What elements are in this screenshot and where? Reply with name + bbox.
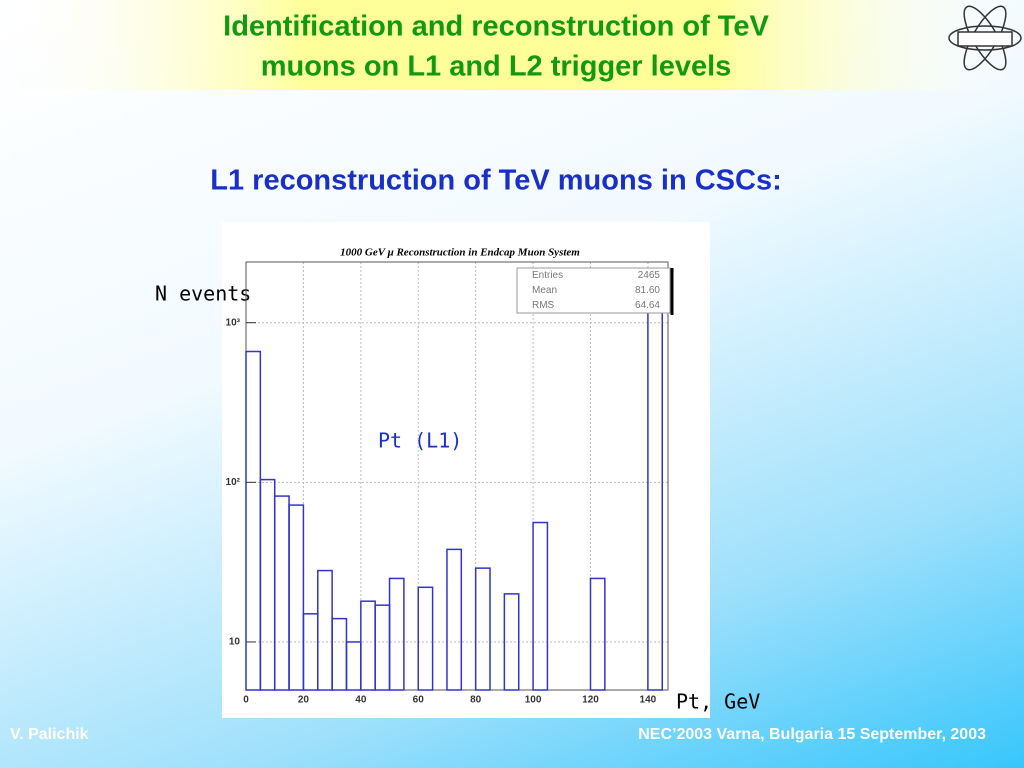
x-axis-label: Pt, GeV: [676, 690, 760, 714]
x-tick-label: 120: [582, 695, 599, 706]
x-tick-label: 0: [243, 695, 249, 706]
stats-label: Entries: [532, 270, 563, 281]
footer-event: NEC’2003 Varna, Bulgaria 15 September, 2…: [638, 726, 986, 743]
title-band: [0, 0, 1024, 90]
stats-value: 2465: [638, 270, 661, 281]
subtitle: L1 reconstruction of TeV muons in CSCs:: [210, 165, 781, 197]
annotation: Pt (L1): [378, 429, 462, 453]
x-tick-label: 140: [640, 695, 657, 706]
histogram-bar: [417, 586, 434, 691]
logo: [948, 5, 1022, 71]
x-tick-label: 40: [355, 695, 367, 706]
title-line: muons on L1 and L2 trigger levels: [261, 51, 732, 83]
histogram-bar: [474, 567, 491, 691]
x-tick-label: 100: [525, 695, 542, 706]
y-tick-label: 10³: [226, 317, 241, 328]
y-tick-label: 10²: [226, 477, 241, 488]
footer-author: V. Palichik: [10, 726, 89, 743]
histogram-bar: [503, 593, 520, 691]
histogram-bar: [288, 504, 305, 691]
stats-label: RMS: [532, 300, 555, 311]
chart-title: 1000 GeV μ Reconstruction in Endcap Muon…: [340, 247, 580, 259]
x-tick-label: 20: [298, 695, 310, 706]
histogram-bar: [388, 577, 405, 691]
stats-label: Mean: [532, 285, 557, 296]
x-tick-label: 60: [413, 695, 425, 706]
histogram-bar: [532, 521, 549, 691]
title-line: Identification and reconstruction of TeV: [223, 11, 769, 43]
stats-box: [516, 267, 671, 314]
x-tick-label: 80: [470, 695, 482, 706]
stats-value: 81.60: [635, 285, 660, 296]
y-tick-label: 10: [229, 637, 241, 648]
stats-value: 64.64: [635, 300, 660, 311]
histogram-bar: [589, 577, 606, 691]
y-axis-label: N events: [155, 282, 251, 306]
histogram-bar: [446, 548, 463, 691]
